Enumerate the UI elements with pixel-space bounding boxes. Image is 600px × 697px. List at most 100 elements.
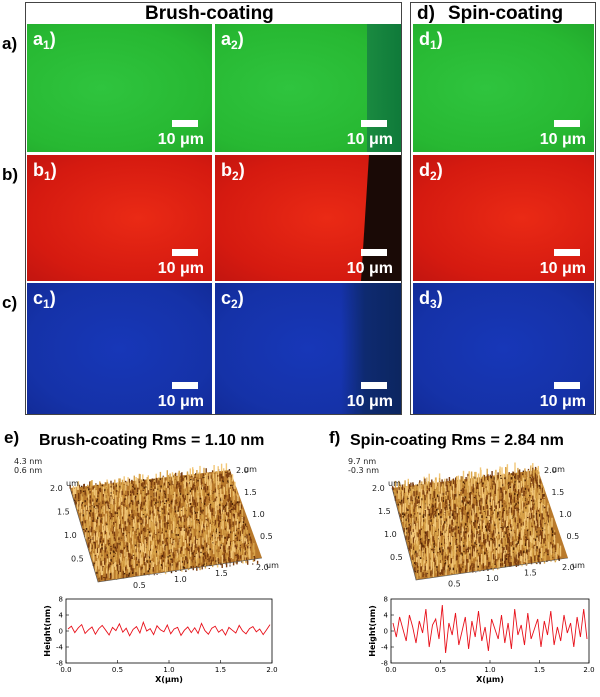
scale-bar-line	[361, 120, 387, 127]
y-tick-label: 8	[59, 596, 63, 604]
y-tick-label: 4	[59, 612, 64, 620]
afm-surface-unit: um	[552, 465, 565, 474]
panel-b2: b2) 10 μm	[215, 155, 401, 281]
afm-surface-tick-label: 0.5	[567, 532, 580, 541]
y-tick-label: 8	[384, 596, 388, 604]
afm-surface-f: 9.7 nm -0.3 nm 0.5 0.5 0.5 1.0 1.0 1.0 1.5 1.5 1…	[348, 457, 585, 589]
spin-coating-header: Spin-coating	[448, 3, 564, 24]
scale-bar-label: 10 μm	[157, 131, 204, 148]
y-tick-label: -8	[381, 660, 388, 668]
panel-b1: b1) 10 μm	[27, 155, 212, 281]
panel-label-d2: d2)	[419, 160, 443, 183]
y-tick-label: -8	[56, 660, 63, 668]
y-axis-label: Height(nm)	[368, 605, 377, 656]
scale-bar: 10 μm	[337, 382, 393, 410]
x-tick-label: 0.0	[60, 666, 71, 674]
x-tick-label: 2.0	[583, 666, 594, 674]
afm-e-title: Brush-coating Rms = 1.10 nm	[39, 432, 265, 449]
coating-edge	[341, 283, 401, 414]
afm-f-title: Spin-coating Rms = 2.84 nm	[350, 432, 564, 449]
afm-surface-tick-label: 1.0	[252, 510, 265, 519]
afm-f-z-top: 9.7 nm	[348, 457, 376, 466]
scale-bar-label: 10 μm	[539, 131, 586, 148]
panel-label-c2: c2)	[221, 288, 244, 311]
panel-c1: c1) 10 μm	[27, 283, 212, 414]
x-axis-label: X(μm)	[155, 675, 183, 684]
panel-label-c1: c1)	[33, 288, 56, 311]
profile-frame	[65, 598, 273, 664]
afm-surface-tick-label: 1.0	[174, 575, 187, 584]
panel-c2: c2) 10 μm	[215, 283, 401, 414]
afm-surface-tick-label: 1.0	[64, 531, 77, 540]
y-tick-label: 0	[384, 628, 388, 636]
scale-bar-line	[554, 382, 580, 389]
afm-f-letter: f)	[329, 428, 341, 447]
row-label-a: a)	[2, 34, 18, 53]
scale-bar-label: 10 μm	[346, 393, 393, 410]
scale-bar-label: 10 μm	[539, 393, 586, 410]
afm-surface-tick-label: 0.5	[390, 553, 403, 562]
scale-bar: 10 μm	[530, 120, 586, 148]
scale-bar-label: 10 μm	[539, 260, 586, 277]
afm-surface-unit: um	[244, 465, 257, 474]
panel-d1: d1) 10 μm	[413, 24, 594, 152]
scale-bar: 10 μm	[148, 120, 204, 148]
y-axis-label: Height(nm)	[43, 605, 52, 656]
height-profile-f: 8 4 0 -4 -80.0 0.5 1.0 1.5 2.0 X(μm) Height(nm)	[368, 596, 595, 685]
panel-a2: a2) 10 μm	[215, 24, 401, 152]
x-tick-label: 2.0	[266, 666, 277, 674]
panel-d2: d2) 10 μm	[413, 155, 594, 281]
afm-surface-tick-label: 0.5	[133, 581, 146, 590]
afm-surface-unit: um	[66, 479, 79, 488]
afm-surface-tick-label: 1.0	[384, 530, 397, 539]
afm-e-surface-mesh	[69, 463, 263, 583]
afm-e-z-bottom: 0.6 nm	[14, 466, 42, 475]
x-tick-label: 1.0	[484, 666, 495, 674]
y-tick-label: -4	[56, 644, 64, 652]
scale-bar-label: 10 μm	[346, 260, 393, 277]
scale-bar-line	[554, 120, 580, 127]
y-tick-label: -4	[381, 644, 389, 652]
afm-surface-axis	[69, 487, 263, 583]
afm-surface-tick-label: 0.5	[71, 555, 84, 564]
x-tick-label: 0.0	[385, 666, 396, 674]
row-label-b: b)	[2, 165, 19, 184]
scale-bar: 10 μm	[530, 249, 586, 277]
panel-label-b1: b1)	[33, 160, 57, 183]
spin-coating-letter: d)	[417, 3, 435, 24]
panel-a1: a1) 10 μm	[27, 24, 212, 152]
scale-bar-line	[172, 249, 198, 256]
afm-surface-tick-label: 1.5	[552, 488, 565, 497]
panel-label-a2: a2)	[221, 29, 244, 52]
afm-surface-tick-label: 2.0	[562, 563, 575, 572]
height-trace	[67, 620, 271, 637]
afm-e-surface-ticks: 0.50.50.51.01.01.01.51.51.52.02.02.0umum…	[50, 465, 279, 590]
panel-label-d3: d3)	[419, 288, 443, 311]
afm-surface-tick-label: 1.5	[57, 508, 70, 517]
afm-surface-e: 4.3 nm 0.6 nm 0.5 0.5 0.5 1.0 1.0 1.0 1.5 1.5 1.…	[14, 457, 279, 590]
scale-bar-line	[172, 120, 198, 127]
scale-bar-line	[172, 382, 198, 389]
afm-e-z-top: 4.3 nm	[14, 457, 42, 466]
height-profile-e: 8 4 0 -4 -80.0 0.5 1.0 1.5 2.0 X(μm) Height(nm)	[43, 596, 278, 685]
height-trace	[392, 604, 588, 654]
afm-f-z-bottom: -0.3 nm	[348, 466, 379, 475]
panel-label-a1: a1)	[33, 29, 56, 52]
scale-bar-label: 10 μm	[346, 131, 393, 148]
scale-bar-line	[361, 382, 387, 389]
scale-bar-label: 10 μm	[157, 393, 204, 410]
panel-label-b2: b2)	[221, 160, 245, 183]
afm-surface-tick-label: 1.5	[215, 569, 228, 578]
afm-surface-tick-label: 2.0	[544, 466, 557, 475]
afm-surface-tick-label: 0.5	[448, 580, 461, 589]
afm-surface-axis	[391, 487, 569, 581]
afm-surface-tick-label: 1.5	[524, 569, 537, 578]
scale-bar-line	[554, 249, 580, 256]
x-tick-label: 0.5	[112, 666, 123, 674]
scale-bar-label: 10 μm	[157, 260, 204, 277]
panel-label-d1: d1)	[419, 29, 443, 52]
height-profile-f-plot: 8 4 0 -4 -80.0 0.5 1.0 1.5 2.0 X(μm) Height(nm)	[368, 596, 595, 685]
scale-bar-line	[361, 249, 387, 256]
x-tick-label: 0.5	[435, 666, 446, 674]
scale-bar: 10 μm	[337, 249, 393, 277]
